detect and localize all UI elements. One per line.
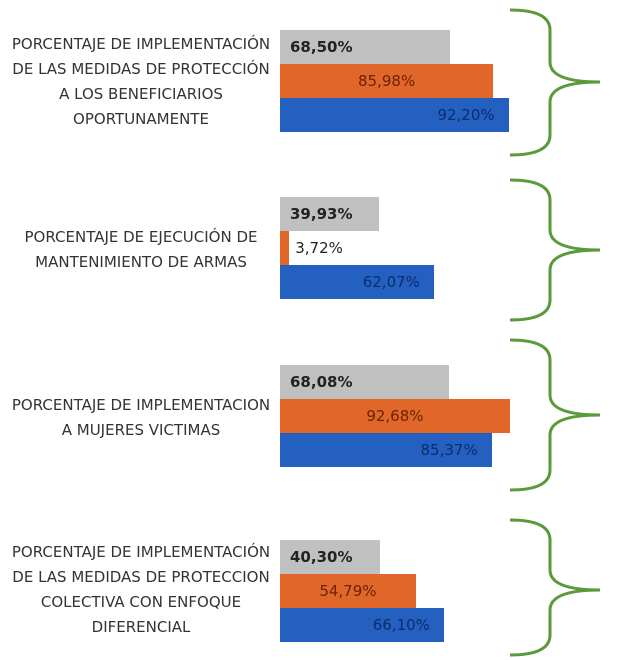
- bar: [280, 399, 510, 433]
- brace: [509, 178, 601, 322]
- value-label: 39,93%: [290, 205, 353, 223]
- bar: [280, 265, 434, 299]
- value-label: 62,07%: [362, 273, 420, 291]
- value-label: 92,68%: [366, 407, 424, 425]
- value-label: 3,72%: [295, 239, 343, 257]
- bar: [280, 574, 416, 608]
- bar: [280, 30, 450, 64]
- bar: [280, 98, 509, 132]
- bar: [280, 433, 492, 467]
- value-label: 54,79%: [319, 582, 377, 600]
- brace: [509, 518, 601, 657]
- bar: [280, 365, 449, 399]
- category-label: PORCENTAJE DE IMPLEMENTACION A MUJERES V…: [11, 396, 271, 439]
- category-label: PORCENTAJE DE IMPLEMENTACIÓN DE LAS MEDI…: [11, 35, 271, 128]
- value-label: 92,20%: [437, 106, 495, 124]
- brace: [509, 8, 601, 157]
- bar: [280, 64, 494, 98]
- category-label: PORCENTAJE DE IMPLEMENTACIÓN DE LAS MEDI…: [11, 543, 271, 636]
- bar: [280, 197, 380, 231]
- category-label: PORCENTAJE DE EJECUCIÓN DE MANTENIMIENTO…: [24, 228, 258, 271]
- value-label: 85,37%: [420, 441, 478, 459]
- bar: [280, 608, 444, 642]
- value-label: 68,50%: [290, 38, 353, 56]
- brace-group: [509, 8, 601, 657]
- bar: [280, 231, 290, 265]
- value-label: 68,08%: [290, 373, 353, 391]
- value-label: 85,98%: [358, 72, 416, 90]
- value-label: 40,30%: [290, 548, 353, 566]
- bar: [280, 540, 380, 574]
- value-label: 66,10%: [372, 616, 430, 634]
- brace: [509, 338, 601, 492]
